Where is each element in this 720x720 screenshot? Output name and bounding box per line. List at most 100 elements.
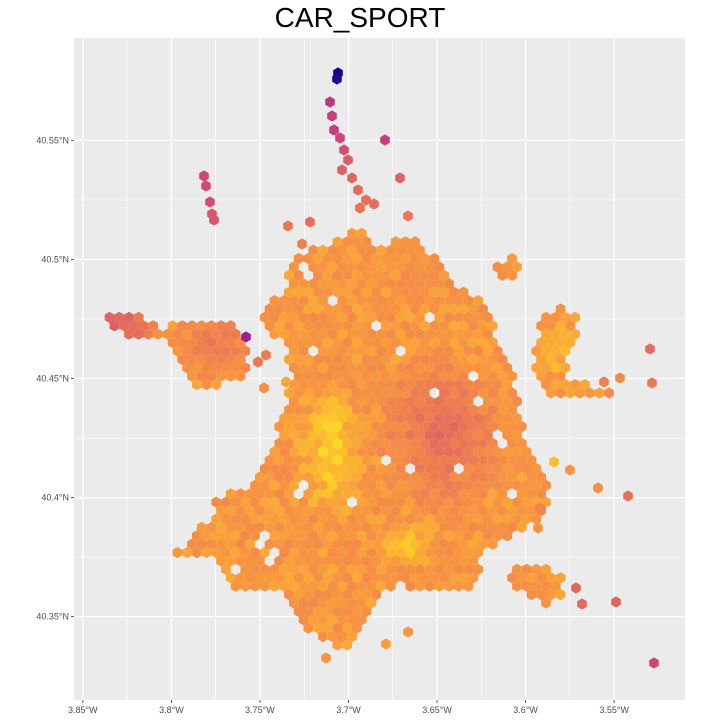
hexbin-cell: [439, 303, 449, 315]
hexbin-cell: [289, 362, 299, 374]
hexbin-cell: [415, 311, 425, 323]
hexbin-cell: [196, 320, 207, 332]
hexbin-cell: [424, 412, 435, 424]
hexbin-cell: [497, 404, 508, 416]
hexbin-cell: [308, 311, 319, 323]
hexbin-cell: [332, 437, 343, 449]
hexbin-cell: [400, 387, 411, 399]
hexbin-cell: [555, 589, 566, 601]
hexbin-cell: [293, 589, 304, 601]
hexbin-cell: [313, 269, 323, 281]
hexbin-cell: [303, 404, 314, 416]
hexbin-cell: [492, 362, 503, 374]
hexbin-cell: [415, 513, 425, 525]
hexbin-cell: [400, 454, 411, 466]
hexbin-cell: [381, 370, 391, 382]
hexbin-cell: [429, 471, 440, 483]
hexbin-cell: [318, 479, 328, 491]
hexbin-cell: [419, 488, 430, 500]
hexbin-cell: [337, 412, 348, 424]
hexbin-cell: [533, 522, 543, 534]
hexbin-cell: [269, 463, 280, 475]
hexbin-cell: [386, 563, 396, 575]
hexbin-cell: [284, 505, 294, 517]
hexbin-cell: [327, 614, 338, 626]
hexbin-cell: [487, 370, 498, 382]
hexbin-cell: [337, 597, 348, 609]
hexbin-cell: [216, 370, 226, 382]
hexbin-cell: [225, 572, 236, 584]
hexbin-cell: [356, 362, 367, 374]
hexbin-cell: [327, 261, 338, 273]
hexbin-cell: [492, 496, 503, 508]
hexbin-cell: [376, 496, 386, 508]
hexbin-cell: [230, 580, 241, 592]
hexbin-cell: [327, 278, 338, 290]
hexbin-cell: [318, 345, 328, 357]
hexbin-cell: [405, 295, 416, 307]
hexbin-cell: [182, 362, 192, 374]
hexbin-cell: [303, 253, 314, 265]
hexbin-cell: [444, 496, 454, 508]
hexbin-cell: [289, 395, 299, 407]
hexbin-cell: [206, 337, 217, 349]
hexbin-cell: [473, 379, 483, 391]
hexbin-cell: [497, 488, 508, 500]
hexbin-cell: [332, 471, 343, 483]
hexbin-cell: [182, 345, 192, 357]
hexbin-cell: [560, 379, 571, 391]
hexbin-cell: [332, 337, 343, 349]
hexbin-cell: [444, 328, 454, 340]
hexbin-cell: [269, 580, 280, 592]
hexbin-cell: [453, 580, 464, 592]
hexbin-cell: [298, 278, 309, 290]
hexbin-cell: [192, 328, 202, 340]
hexbin-cell: [565, 464, 575, 476]
hexbin-cell: [303, 286, 314, 298]
hexbin-cell: [303, 505, 314, 517]
hexbin-cell: [321, 652, 331, 664]
hexbin-cell: [390, 555, 401, 567]
hexbin-cell: [419, 454, 430, 466]
hexbin-cell: [516, 421, 527, 433]
hexbin-cell: [463, 311, 474, 323]
hexbin-cell: [429, 421, 440, 433]
hexbin-cell: [400, 353, 411, 365]
hexbin-cell: [371, 572, 382, 584]
hexbin-cell: [201, 345, 212, 357]
hexbin-cell: [536, 337, 546, 349]
hexbin-cell: [468, 538, 479, 550]
hexbin-cell: [429, 555, 440, 567]
hexbin-cell: [487, 454, 498, 466]
hexbin-cell: [327, 429, 338, 441]
hexbin-cell: [318, 362, 328, 374]
hexbin-cell: [521, 463, 532, 475]
hexbin-cell: [473, 328, 483, 340]
hexbin-cell: [536, 471, 546, 483]
hexbin-cell: [386, 446, 396, 458]
hexbin-cell: [327, 362, 338, 374]
hexbin-cell: [240, 580, 251, 592]
hexbin-cell: [347, 446, 357, 458]
hexbin-cell: [449, 370, 459, 382]
hexbin-cell: [405, 412, 416, 424]
hexbin-cell: [478, 303, 488, 315]
hexbin-cell: [322, 555, 333, 567]
hexbin-cell: [356, 345, 367, 357]
hexbin-cell: [332, 572, 343, 584]
hexbin-cell: [424, 446, 435, 458]
hexbin-cell: [342, 421, 352, 433]
hexbin-cell: [390, 521, 401, 533]
hexbin-cell: [415, 496, 425, 508]
hexbin-cell: [429, 303, 440, 315]
hexbin-cell: [303, 421, 314, 433]
hexbin-cell: [313, 387, 323, 399]
hexbin-cell: [119, 320, 129, 332]
hexbin-cell: [419, 353, 430, 365]
hexbin-cell: [371, 286, 382, 298]
hexbin-cell: [318, 530, 328, 542]
hexbin-cell: [337, 446, 348, 458]
hexbin-cell: [225, 353, 236, 365]
hexbin-cell: [355, 202, 365, 214]
hexbin-cell: [196, 337, 207, 349]
